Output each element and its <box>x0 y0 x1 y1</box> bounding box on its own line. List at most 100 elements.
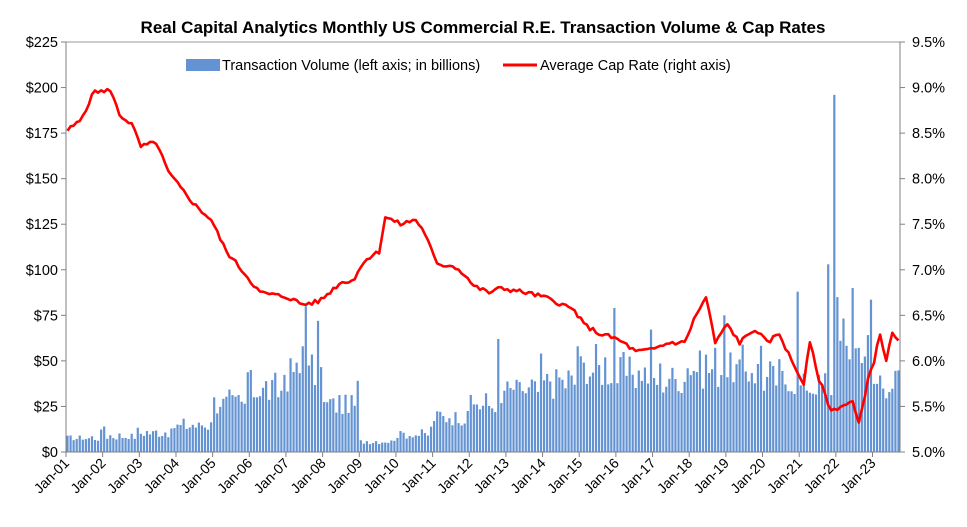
volume-bar <box>457 423 460 452</box>
volume-bar <box>258 396 262 452</box>
volume-bar <box>301 346 304 452</box>
volume-bar <box>817 375 821 452</box>
right-tick-label: 8.0% <box>912 172 945 188</box>
volume-bar <box>365 441 369 452</box>
volume-bar <box>182 418 185 452</box>
volume-bar <box>585 383 588 452</box>
volume-bar <box>213 397 216 452</box>
right-tick-label: 8.5% <box>912 126 945 142</box>
right-tick-label: 9.5% <box>912 35 945 51</box>
volume-bar <box>271 380 274 452</box>
volume-bar <box>445 422 448 452</box>
volume-bar <box>151 431 155 452</box>
volume-bar <box>707 373 711 452</box>
volume-bar <box>179 424 182 452</box>
volume-bar <box>231 395 234 452</box>
volume-bar <box>582 362 585 452</box>
volume-bar <box>646 383 650 452</box>
volume-bar <box>613 308 616 452</box>
cap-rate-line <box>66 87 900 424</box>
volume-bar <box>145 431 149 452</box>
volume-bar <box>173 428 176 452</box>
x-tick-label: Jan-09 <box>324 455 366 497</box>
volume-bar <box>488 405 491 452</box>
volume-bar <box>106 438 109 452</box>
volume-bars <box>66 94 900 452</box>
volume-bar <box>549 381 552 452</box>
volume-bar <box>714 347 717 452</box>
volume-bar <box>753 383 756 452</box>
volume-bar <box>503 390 506 452</box>
volume-bar <box>601 384 604 452</box>
volume-bar <box>546 373 549 452</box>
volume-bar <box>744 371 747 452</box>
volume-bar <box>674 379 677 452</box>
volume-bar <box>769 361 772 452</box>
left-tick-label: $125 <box>26 217 58 233</box>
volume-bar <box>390 440 393 452</box>
volume-bar <box>787 391 790 452</box>
x-tick-label: Jan-08 <box>287 455 329 497</box>
left-tick-label: $100 <box>26 263 58 279</box>
volume-bar <box>885 398 888 452</box>
volume-bar <box>857 347 860 452</box>
volume-bar <box>423 433 427 452</box>
volume-bar <box>567 370 570 452</box>
volume-bar <box>396 437 399 452</box>
volume-bar <box>286 391 289 452</box>
volume-bar <box>671 367 674 452</box>
volume-bar <box>378 444 381 452</box>
volume-bar <box>72 440 75 452</box>
volume-bar <box>469 394 472 452</box>
x-tick-label: Jan-05 <box>177 455 219 497</box>
legend-swatch-volume <box>186 59 220 71</box>
volume-bar <box>741 344 744 452</box>
volume-bar <box>573 384 576 452</box>
volume-bar <box>607 384 610 452</box>
volume-bar <box>121 437 124 452</box>
volume-bar <box>533 381 537 452</box>
volume-bar <box>155 430 158 452</box>
volume-bar <box>206 429 210 452</box>
volume-bar <box>619 357 622 452</box>
volume-bar <box>570 375 573 452</box>
volume-bar <box>109 435 112 452</box>
left-tick-label: $200 <box>26 81 58 97</box>
volume-bar <box>240 401 243 452</box>
volume-bar <box>87 438 91 452</box>
right-tick-label: 6.5% <box>912 308 945 324</box>
volume-bar <box>845 345 848 452</box>
volume-bar <box>610 383 613 452</box>
volume-bar <box>393 440 396 452</box>
volume-bar <box>625 375 628 452</box>
volume-bar <box>683 381 686 452</box>
volume-bar <box>656 385 659 452</box>
volume-bar <box>222 398 225 452</box>
volume-bar <box>738 359 741 452</box>
volume-bar <box>463 423 466 452</box>
volume-bar <box>579 356 582 452</box>
volume-bar <box>891 388 894 452</box>
volume-bar <box>775 385 778 452</box>
legend-label-volume: Transaction Volume (left axis; in billio… <box>222 58 480 74</box>
x-tick-label: Jan-07 <box>250 455 292 497</box>
volume-bar <box>188 427 191 452</box>
legend: Transaction Volume (left axis; in billio… <box>186 58 731 74</box>
x-tick-label: Jan-14 <box>507 455 549 497</box>
volume-bar <box>711 369 714 452</box>
volume-bar <box>640 380 643 452</box>
volume-bar <box>747 381 750 452</box>
volume-bar <box>103 426 106 452</box>
volume-bar <box>158 436 161 452</box>
volume-bar <box>197 422 200 452</box>
volume-bar <box>631 374 634 452</box>
volume-bar <box>136 427 139 452</box>
volume-bar <box>662 392 665 452</box>
volume-bar <box>164 432 167 452</box>
volume-bar <box>237 395 240 452</box>
volume-bar <box>772 365 775 452</box>
x-tick-label: Jan-17 <box>617 455 659 497</box>
volume-bar <box>680 393 683 452</box>
volume-bar <box>210 422 213 452</box>
volume-bar <box>381 442 384 452</box>
